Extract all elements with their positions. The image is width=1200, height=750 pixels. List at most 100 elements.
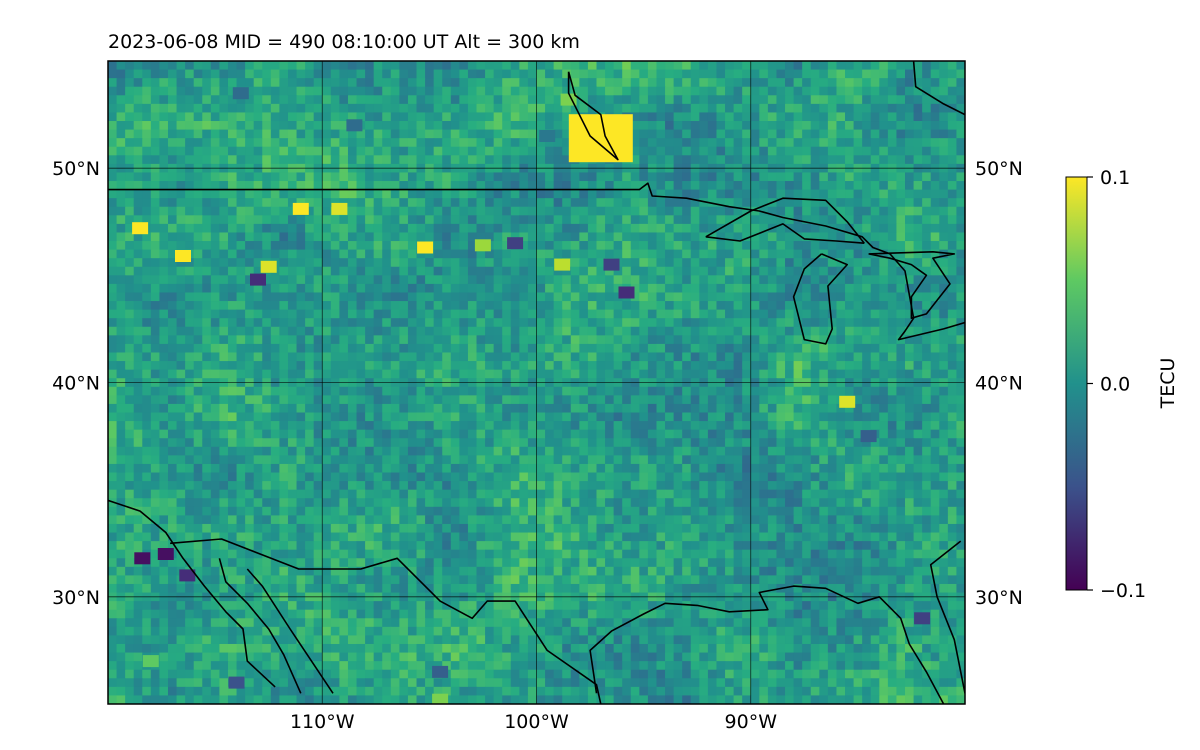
- tec-cell: [108, 146, 118, 156]
- tec-cell: [536, 309, 546, 319]
- tec-cell: [853, 335, 863, 345]
- tec-cell: [767, 421, 778, 431]
- tec-cell: [142, 326, 152, 336]
- tec-cell: [785, 146, 795, 156]
- tec-cell: [725, 369, 735, 379]
- tec-cell: [802, 198, 812, 208]
- tec-cell: [887, 232, 898, 242]
- tec-cell: [665, 249, 675, 259]
- tec-cell: [570, 395, 580, 405]
- tec-cell: [193, 78, 203, 88]
- tec-cell: [673, 352, 683, 362]
- tec-cell: [202, 121, 212, 131]
- tec-cell: [527, 369, 538, 379]
- tec-cell: [622, 215, 632, 225]
- tec-cell: [193, 455, 203, 465]
- tec-cell: [767, 189, 778, 199]
- tec-cell: [339, 275, 349, 285]
- tec-cell: [845, 198, 855, 208]
- tec-cell: [665, 138, 675, 148]
- tec-cell: [476, 403, 486, 414]
- tec-cell: [750, 292, 760, 302]
- tec-cell: [887, 206, 898, 216]
- tec-cell: [390, 455, 400, 465]
- tec-cell: [707, 403, 718, 414]
- tec-cell: [836, 283, 846, 294]
- tec-cell: [476, 309, 486, 319]
- tec-cell: [665, 369, 675, 379]
- tec-cell: [682, 172, 692, 182]
- tec-cell: [407, 266, 418, 276]
- tec-cell: [390, 318, 400, 328]
- tec-cell: [785, 283, 795, 294]
- tec-cell: [245, 112, 255, 122]
- tec-cell: [579, 438, 589, 448]
- tec-cell: [647, 403, 658, 414]
- tec-cell: [339, 181, 349, 191]
- tec-cell: [253, 121, 263, 131]
- tec-cell: [802, 446, 812, 456]
- tec-cell: [605, 95, 615, 105]
- tec-cell: [330, 472, 340, 482]
- tec-cell: [382, 326, 392, 336]
- tec-cell: [913, 266, 923, 276]
- tec-cell: [836, 301, 846, 311]
- tec-cell: [416, 403, 426, 414]
- tec-cell: [750, 309, 760, 319]
- tec-cell: [176, 343, 186, 354]
- tec-cell: [827, 335, 838, 345]
- tec-cell: [579, 275, 589, 285]
- tec-cell: [630, 112, 640, 122]
- tec-cell: [562, 241, 572, 251]
- tec-cell: [870, 283, 880, 294]
- tec-cell: [365, 266, 375, 276]
- tec-cell: [802, 412, 812, 422]
- tec-cell: [545, 155, 555, 165]
- tec-cell: [870, 266, 880, 276]
- tec-cell: [647, 301, 658, 311]
- tec-cell: [707, 103, 718, 114]
- tec-cell: [519, 155, 529, 165]
- tec-cell: [485, 301, 495, 311]
- tec-cell: [793, 266, 803, 276]
- tec-cell: [262, 86, 272, 96]
- tec-cell: [836, 369, 846, 379]
- tec-cell: [622, 472, 632, 482]
- tec-cell: [913, 121, 923, 131]
- tec-cell: [219, 446, 229, 456]
- tec-cell: [725, 86, 735, 96]
- tec-cell: [167, 438, 178, 448]
- tec-cell: [613, 361, 623, 371]
- tec-cell: [793, 301, 803, 311]
- tec-cell: [125, 395, 135, 405]
- tec-cell: [733, 138, 743, 148]
- tec-cell: [116, 138, 126, 148]
- tec-cell: [613, 86, 623, 96]
- tec-cell: [553, 121, 563, 131]
- tec-cell: [305, 395, 315, 405]
- tec-cell: [108, 95, 118, 105]
- tec-cell: [930, 403, 940, 414]
- tec-cell: [356, 223, 366, 234]
- tec-cell: [810, 206, 820, 216]
- tec-cell: [210, 301, 221, 311]
- tec-cell: [956, 326, 965, 336]
- tec-cell: [639, 241, 649, 251]
- tec-cell: [613, 95, 623, 105]
- tec-cell: [365, 395, 375, 405]
- tec-cell: [699, 361, 709, 371]
- tec-cell: [707, 78, 718, 88]
- tec-cell: [133, 386, 143, 396]
- tec-cell: [947, 472, 958, 482]
- tec-cell: [562, 309, 572, 319]
- tec-cell: [579, 86, 589, 96]
- tec-cell: [767, 138, 778, 148]
- tec-cell: [733, 69, 743, 79]
- tec-cell: [425, 283, 435, 294]
- tec-cell: [425, 301, 435, 311]
- tec-cell: [767, 121, 778, 131]
- tec-cell: [416, 369, 426, 379]
- tec-cell: [202, 369, 212, 379]
- tec-cell: [716, 241, 726, 251]
- tec-cell: [802, 86, 812, 96]
